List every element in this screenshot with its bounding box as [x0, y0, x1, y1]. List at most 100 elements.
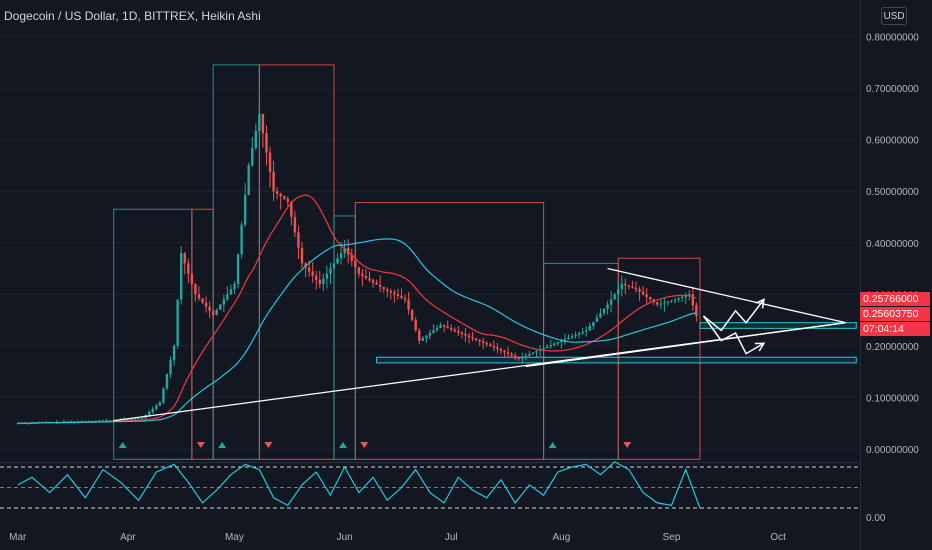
candle-body [197, 294, 201, 299]
candle-body [428, 332, 432, 336]
candle-body [478, 339, 481, 342]
candle-body [322, 278, 325, 285]
candle-body [499, 349, 503, 351]
candle-body [620, 284, 623, 290]
candle-body [315, 275, 318, 280]
up-signal-marker [548, 442, 557, 448]
signal-boxes [113, 64, 701, 460]
candle-body [258, 113, 261, 132]
candle-body [432, 330, 435, 333]
candle-body [307, 267, 311, 272]
candle-body [165, 374, 169, 389]
candle-body [378, 284, 382, 287]
chart-title: Dogecoin / US Dollar, 1D, BITTREX, Heiki… [4, 9, 261, 23]
candle-body [172, 345, 176, 361]
candle-body [219, 304, 222, 310]
x-tick-label: May [225, 532, 244, 543]
candle-body [588, 326, 591, 331]
candle-body [243, 195, 247, 225]
candle-body [581, 331, 584, 334]
candle-body [648, 296, 652, 300]
x-tick-label: Apr [120, 532, 136, 543]
support-zone [376, 356, 857, 364]
candle-body [570, 336, 574, 338]
candle-body [439, 325, 442, 328]
candle-body [268, 152, 272, 172]
candle-body [513, 355, 517, 358]
candle-body [130, 418, 133, 420]
y-tick-label: 0.20000000 [866, 342, 919, 353]
currency-button[interactable]: USD [881, 7, 907, 25]
signal-box [354, 202, 545, 460]
candle-body [673, 299, 677, 301]
candle-body [549, 345, 552, 347]
trendline [607, 267, 846, 324]
candle-body [641, 291, 645, 295]
candle-body [691, 294, 695, 306]
candle-body [208, 306, 211, 311]
price-scale[interactable]: 0.80000000 0.70000000 0.60000000 0.50000000… [866, 33, 919, 456]
candle-body [414, 320, 417, 331]
down-signal-marker [623, 442, 632, 448]
candle-body [510, 353, 513, 356]
candle-body [389, 290, 393, 293]
candle-body [535, 351, 538, 353]
slow-moving-average [17, 238, 697, 424]
candle-body [275, 191, 279, 194]
arrow-head [754, 342, 766, 352]
candle-body [418, 330, 421, 341]
candle-body [421, 338, 425, 341]
candle-body [627, 285, 631, 287]
candle-body [474, 338, 478, 340]
candle-body [180, 253, 183, 300]
candle-body [606, 304, 609, 309]
candle-body [585, 330, 588, 332]
candle-body [457, 331, 460, 333]
candle-body [464, 334, 467, 336]
candle-body [595, 317, 599, 322]
candle-body [233, 284, 236, 290]
candle-body [503, 350, 506, 353]
candle-body [425, 335, 428, 339]
candle-body [638, 289, 641, 292]
candle-body [240, 224, 243, 255]
time-scale[interactable]: Mar Apr May Jun Jul Aug Sep Oct [9, 532, 786, 543]
candle-body [325, 273, 329, 279]
candle-body [553, 343, 556, 346]
y-tick-label: 0.50000000 [866, 187, 919, 198]
candle-body [556, 342, 560, 344]
candle-body [617, 289, 620, 295]
candle-body [400, 296, 403, 298]
y-tick-label: 0.80000000 [866, 33, 919, 44]
candle-body [286, 198, 289, 202]
candle-body [293, 216, 297, 233]
candle-body [236, 254, 240, 285]
candle-body [403, 297, 407, 300]
candle-body [350, 254, 353, 261]
x-tick-label: Jul [445, 532, 458, 543]
support-zones [376, 322, 857, 364]
candle-body [450, 328, 453, 330]
candle-body [247, 165, 250, 196]
signal-box [617, 257, 701, 460]
signal-box [191, 208, 214, 460]
candle-body [524, 355, 528, 358]
candle-body [318, 279, 321, 285]
candle-body [393, 292, 396, 295]
candle-body [222, 299, 226, 305]
candle-body [283, 196, 286, 199]
down-signal-marker [264, 442, 273, 448]
candle-body [343, 247, 346, 254]
candle-body [158, 402, 162, 406]
candle-body [265, 133, 268, 153]
candle-body [528, 354, 531, 356]
candle-body [332, 263, 336, 269]
candle-body [624, 284, 627, 286]
candle-body [542, 348, 545, 350]
trendline [525, 322, 846, 368]
up-signal-marker [218, 442, 227, 448]
candle-body [311, 271, 314, 276]
candle-body [272, 171, 275, 192]
candle-body [460, 332, 464, 335]
